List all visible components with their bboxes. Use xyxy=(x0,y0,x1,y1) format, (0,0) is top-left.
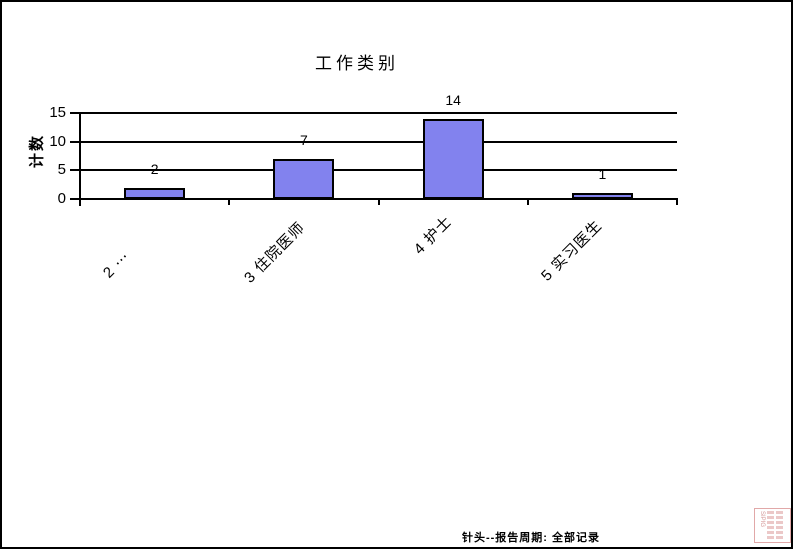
red-seal-stamp: SIPIG xyxy=(754,508,791,543)
chart-title: 工作类别 xyxy=(315,54,399,73)
stamp-text-column xyxy=(776,511,783,540)
x-axis-tick xyxy=(377,198,380,205)
gridline xyxy=(80,169,677,172)
bar-value-label: 2 xyxy=(150,160,159,177)
x-axis-tick xyxy=(228,198,231,205)
y-axis-tick xyxy=(70,112,80,114)
stamp-letters-column: SIPIG xyxy=(759,511,765,528)
y-tick-label: 10 xyxy=(49,132,66,150)
x-category-label: 2 ⋯ xyxy=(100,248,135,282)
y-axis-line xyxy=(79,112,81,206)
bar xyxy=(422,118,484,199)
bar xyxy=(124,187,186,199)
bar-value-label: 7 xyxy=(299,131,308,148)
bar xyxy=(273,158,335,199)
x-axis-tick xyxy=(526,198,529,205)
y-axis-tick xyxy=(70,198,80,200)
x-axis-tick xyxy=(676,198,678,205)
gridline xyxy=(80,140,677,143)
x-category-label: 4 护士 xyxy=(411,213,457,258)
y-tick-label: 5 xyxy=(57,161,66,179)
footer-caption: 针头--报告周期: 全部记录 xyxy=(461,532,601,544)
y-tick-label: 0 xyxy=(57,190,66,207)
x-category-label: 3 住院医师 xyxy=(241,219,310,287)
bar-value-label: 14 xyxy=(445,91,461,108)
y-tick-label: 15 xyxy=(49,104,66,121)
x-category-label: 5 实习医生 xyxy=(538,217,607,285)
y-axis-tick xyxy=(70,140,80,143)
y-axis-tick xyxy=(70,169,80,172)
stamp-text-column xyxy=(767,511,774,540)
bar-value-label: 1 xyxy=(598,166,607,183)
gridline xyxy=(80,112,677,114)
